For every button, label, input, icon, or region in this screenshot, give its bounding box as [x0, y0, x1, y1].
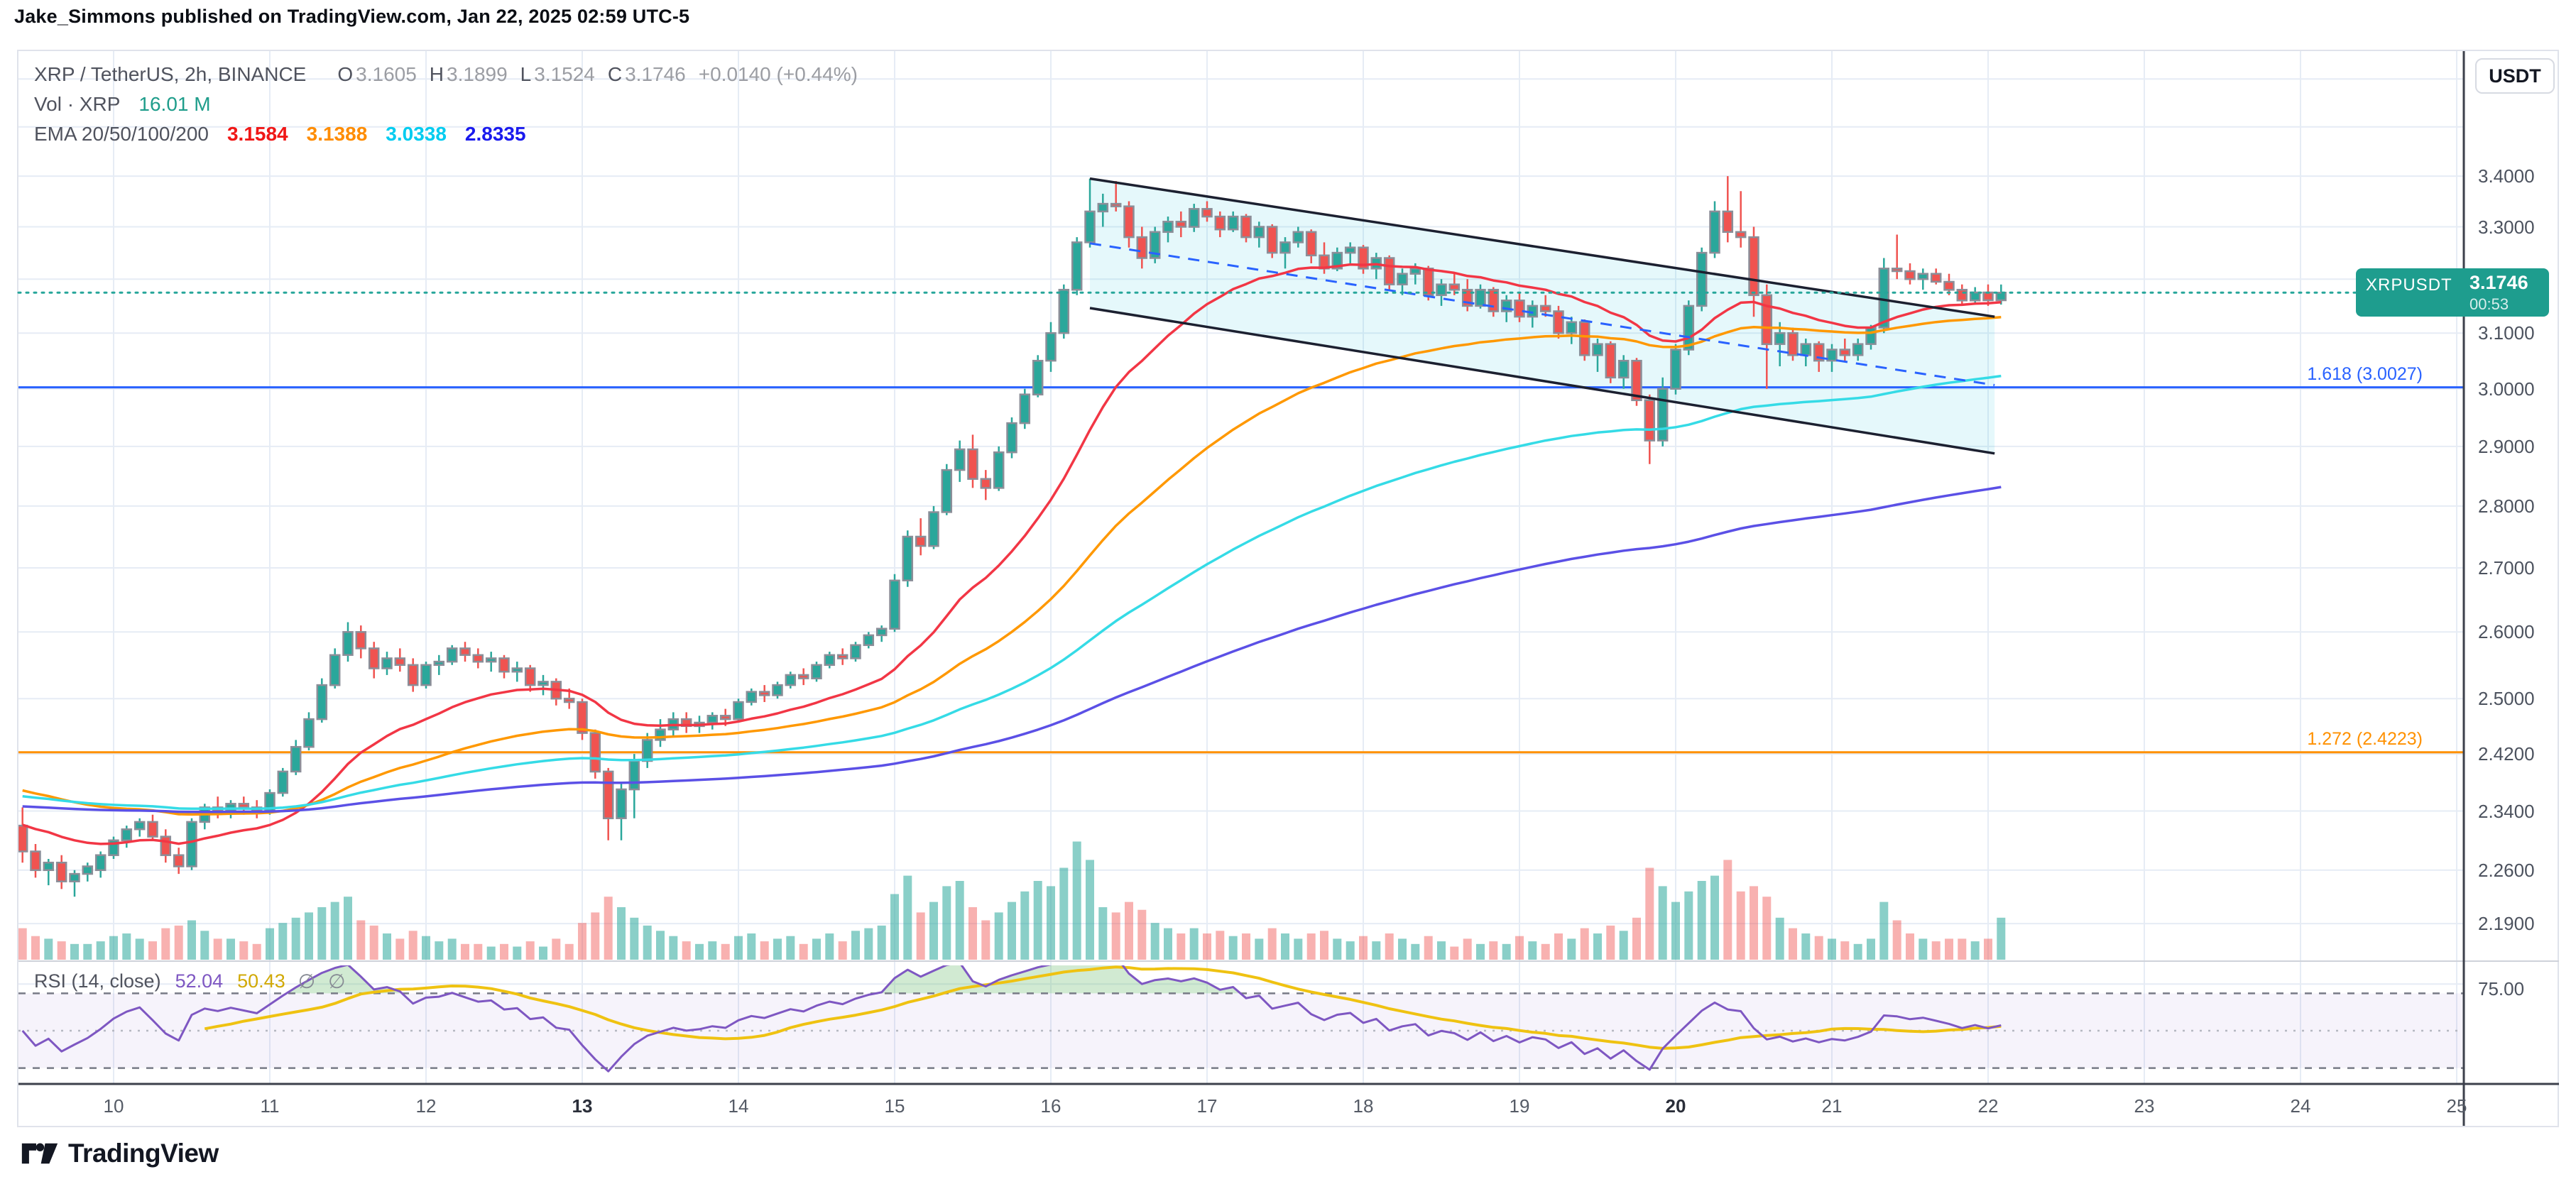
date-label: 20	[1665, 1095, 1686, 1117]
price-axis[interactable]	[2464, 50, 2559, 1127]
ohlc-high-label: H	[429, 63, 444, 85]
volume-legend-row: Vol · XRP 16.01 M	[34, 89, 858, 119]
ohlc-open-label: O	[337, 63, 354, 85]
badge-price: 3.1746	[2469, 272, 2528, 294]
tradingview-logo-icon	[21, 1143, 58, 1164]
main-legend: XRP / TetherUS, 2h, BINANCE O 3.1605 H 3…	[34, 60, 858, 149]
symbol-title: XRP / TetherUS, 2h, BINANCE	[34, 63, 307, 85]
price-tick-label: 2.6000	[2478, 621, 2535, 643]
symbol-legend-row: XRP / TetherUS, 2h, BINANCE O 3.1605 H 3…	[34, 60, 858, 89]
date-label: 18	[1353, 1095, 1374, 1117]
badge-countdown: 00:53	[2469, 295, 2509, 314]
date-label: 15	[884, 1095, 905, 1117]
price-tick-label: 2.5000	[2478, 688, 2535, 710]
fib-level-label[interactable]: 1.272 (2.4223)	[2307, 728, 2423, 749]
fib-level-label[interactable]: 1.618 (3.0027)	[2307, 363, 2423, 384]
price-tick-label: 2.2600	[2478, 859, 2535, 881]
last-price-badge: XRPUSDT 3.1746 00:53	[2356, 268, 2549, 317]
price-tick-label: 2.1900	[2478, 913, 2535, 935]
ohlc-close-label: C	[607, 63, 623, 85]
rsi-label: RSI (14, close)	[34, 970, 161, 992]
ema-value: 3.0338	[386, 123, 447, 145]
price-tick-label: 3.0000	[2478, 378, 2535, 400]
volume-label: Vol · XRP	[34, 93, 121, 115]
date-label: 21	[1821, 1095, 1843, 1117]
date-label: 23	[2134, 1095, 2155, 1117]
ema-value: 3.1388	[306, 123, 368, 145]
date-label: 22	[1977, 1095, 1999, 1117]
currency-button[interactable]: USDT	[2475, 58, 2555, 94]
price-tick-label: 2.4200	[2478, 743, 2535, 765]
ohlc-open-value: 3.1605	[356, 63, 417, 85]
tradingview-logo-text: TradingView	[68, 1139, 219, 1168]
ohlc-low-value: 3.1524	[534, 63, 595, 85]
ohlc-low-label: L	[520, 63, 532, 85]
attribution-text: Jake_Simmons published on TradingView.co…	[14, 6, 690, 27]
date-label: 24	[2290, 1095, 2311, 1117]
badge-symbol: XRPUSDT	[2366, 275, 2452, 295]
rsi-tick-label: 75.00	[2478, 978, 2525, 1000]
price-change-value: +0.0140 (+0.44%)	[698, 63, 858, 85]
empty-value-icon: ∅	[298, 970, 316, 992]
rsi-value: 52.04	[175, 970, 224, 992]
date-label: 16	[1040, 1095, 1061, 1117]
price-tick-label: 3.4000	[2478, 165, 2535, 187]
price-tick-label: 3.3000	[2478, 216, 2535, 238]
ema-legend-row: EMA 20/50/100/200 3.1584 3.1388 3.0338 2.83…	[34, 119, 858, 149]
price-tick-label: 2.3400	[2478, 800, 2535, 822]
price-tick-label: 2.9000	[2478, 435, 2535, 457]
date-label: 13	[572, 1095, 593, 1117]
date-label: 11	[260, 1095, 280, 1117]
ohlc-close-value: 3.1746	[625, 63, 686, 85]
date-label: 17	[1196, 1095, 1218, 1117]
empty-value-icon: ∅	[328, 970, 346, 992]
date-label: 19	[1509, 1095, 1530, 1117]
rsi-legend: RSI (14, close) 52.04 50.43 ∅ ∅	[34, 970, 346, 993]
price-tick-label: 3.1000	[2478, 322, 2535, 344]
date-label: 12	[415, 1095, 437, 1117]
rsi-ma-value: 50.43	[237, 970, 285, 992]
date-label: 14	[728, 1095, 749, 1117]
ema-label: EMA 20/50/100/200	[34, 123, 209, 145]
volume-value: 16.01 M	[138, 93, 211, 115]
date-label: 10	[103, 1095, 124, 1117]
time-axis[interactable]	[17, 1085, 2464, 1127]
price-tick-label: 2.8000	[2478, 495, 2535, 517]
ema-value: 3.1584	[227, 123, 288, 145]
ohlc-high-value: 3.1899	[447, 63, 508, 85]
price-tick-label: 2.7000	[2478, 557, 2535, 579]
ema-value: 2.8335	[464, 123, 526, 145]
date-label: 25	[2446, 1095, 2467, 1117]
tradingview-logo[interactable]: TradingView	[21, 1139, 219, 1168]
ema-values: 3.1584 3.1388 3.0338 2.8335	[209, 123, 526, 146]
